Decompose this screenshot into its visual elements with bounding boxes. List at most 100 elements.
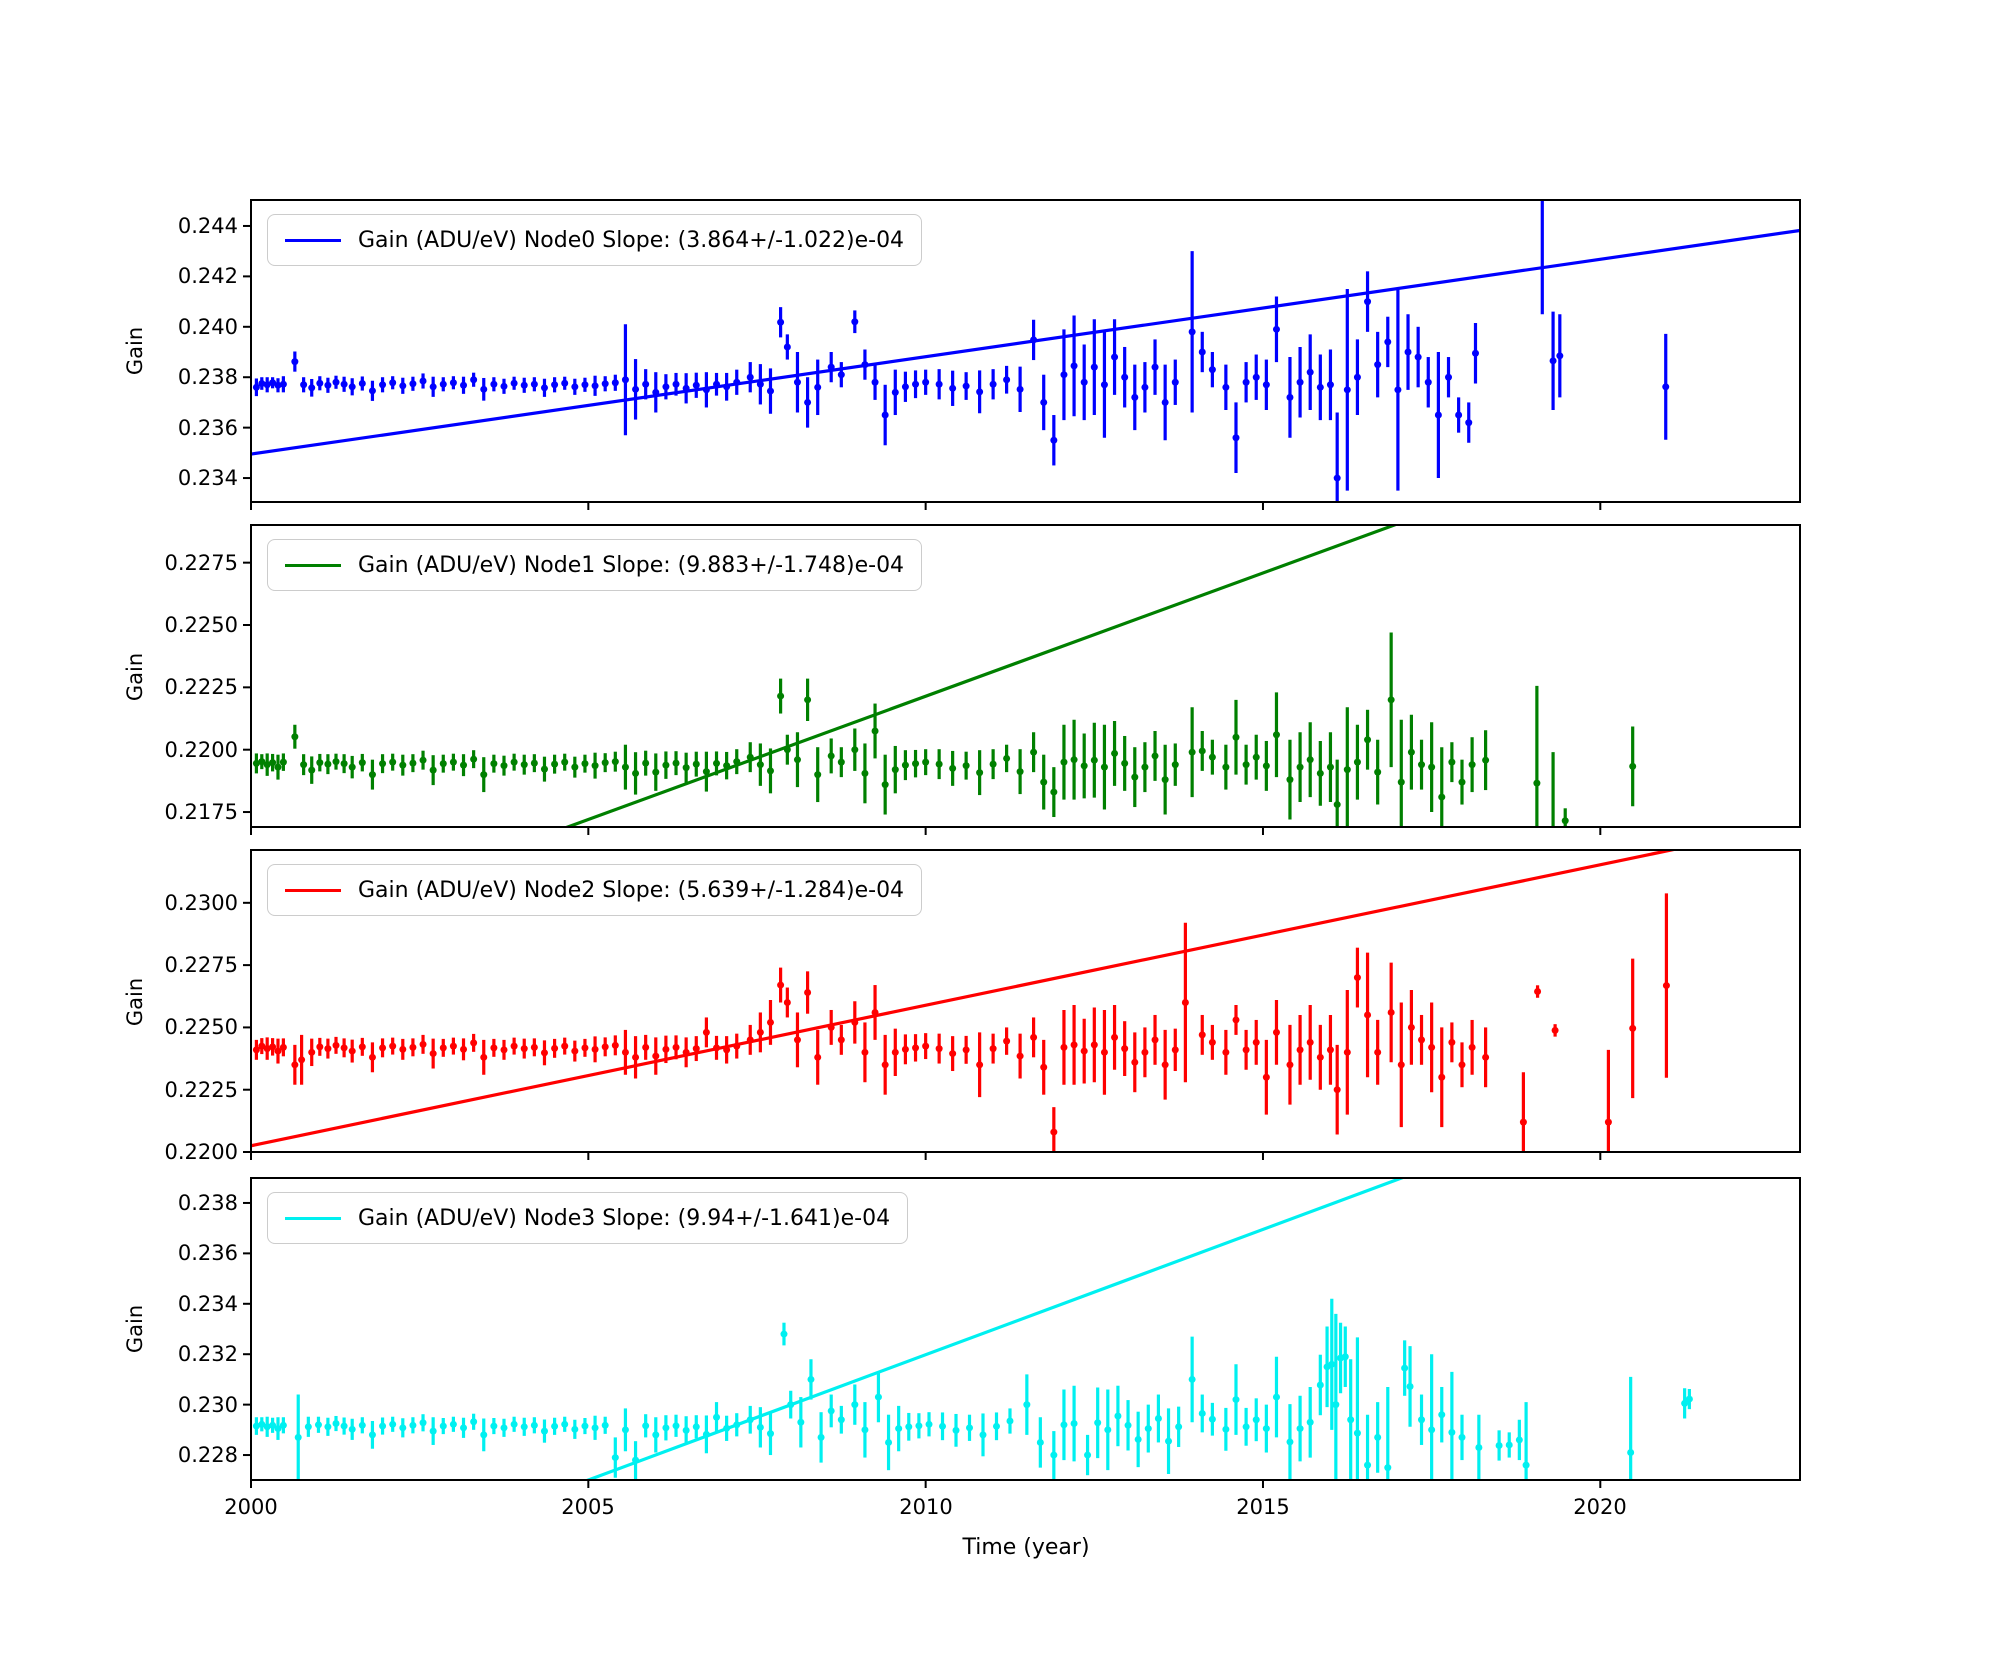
data-point	[540, 1427, 548, 1435]
data-point	[389, 1042, 397, 1050]
data-point	[804, 989, 812, 997]
data-point	[1161, 398, 1169, 406]
data-point	[1114, 1412, 1122, 1420]
legend-line-sample-node2-icon	[285, 888, 341, 892]
data-point	[1662, 982, 1670, 990]
data-point	[952, 1426, 960, 1434]
data-point	[1401, 1364, 1409, 1372]
data-point	[787, 1401, 795, 1409]
data-point	[1016, 1052, 1024, 1060]
data-point	[992, 1422, 1000, 1430]
data-point	[1151, 752, 1159, 760]
data-point	[1222, 763, 1230, 771]
data-point	[1070, 756, 1078, 764]
data-point	[1272, 1393, 1280, 1401]
data-point	[419, 1419, 427, 1427]
data-point	[901, 761, 909, 769]
data-point	[766, 767, 774, 775]
data-point	[912, 380, 920, 388]
data-point	[1629, 1024, 1637, 1032]
data-point	[279, 758, 287, 766]
data-point	[713, 1044, 721, 1052]
data-point	[591, 762, 599, 770]
data-point	[324, 381, 332, 389]
data-point	[1384, 1464, 1392, 1472]
data-point	[861, 1048, 869, 1056]
data-point	[1070, 1041, 1078, 1049]
data-point	[340, 1422, 348, 1430]
data-point	[1262, 381, 1270, 389]
data-point	[316, 1043, 324, 1051]
data-point	[874, 1393, 882, 1401]
data-point	[976, 769, 984, 777]
data-point	[540, 765, 548, 773]
data-point	[1333, 1086, 1341, 1094]
data-point	[1519, 1118, 1527, 1126]
data-point	[571, 383, 579, 391]
data-point	[881, 411, 889, 419]
data-point	[1404, 348, 1412, 356]
data-point	[1232, 434, 1240, 442]
data-point	[682, 1048, 690, 1056]
data-point	[530, 1043, 538, 1051]
data-point	[837, 758, 845, 766]
data-point	[925, 1420, 933, 1428]
data-point	[1272, 1028, 1280, 1036]
data-point	[1242, 378, 1250, 386]
data-point	[332, 378, 340, 386]
data-point	[332, 1041, 340, 1049]
data-point	[449, 1042, 457, 1050]
data-point	[1030, 748, 1038, 756]
series-node0	[251, 185, 1800, 502]
data-point	[901, 383, 909, 391]
data-point	[460, 1424, 468, 1432]
data-point	[269, 379, 277, 387]
data-point	[682, 384, 690, 392]
data-point	[1171, 1046, 1179, 1054]
data-point	[1050, 1128, 1058, 1136]
data-point	[621, 763, 629, 771]
axes-spine-node1	[250, 524, 1801, 828]
legend-line-sample-node3-icon	[285, 1216, 341, 1220]
data-point	[1060, 371, 1068, 379]
data-point	[1198, 1031, 1206, 1039]
data-point	[308, 766, 316, 774]
data-point	[389, 379, 397, 387]
axes-spine-node3	[250, 1177, 1801, 1481]
data-point	[621, 1048, 629, 1056]
data-point	[1050, 788, 1058, 796]
data-point	[1428, 1426, 1436, 1434]
data-point	[1121, 373, 1129, 381]
data-point	[358, 380, 366, 388]
data-point	[1016, 385, 1024, 393]
data-point	[1252, 1416, 1260, 1424]
data-point	[419, 1040, 427, 1048]
data-point	[1468, 1043, 1476, 1051]
data-point	[777, 318, 785, 326]
data-point	[1252, 1038, 1260, 1046]
data-point	[1539, 185, 1546, 192]
data-point	[1326, 1046, 1334, 1054]
data-point	[1332, 1401, 1340, 1409]
data-point	[530, 1421, 538, 1429]
data-point	[861, 769, 869, 777]
data-point	[1316, 1053, 1324, 1061]
data-point	[1316, 383, 1324, 391]
data-point	[642, 1043, 650, 1051]
data-point	[490, 1044, 498, 1052]
data-point	[1060, 1043, 1068, 1051]
data-point	[672, 1422, 680, 1430]
series-node1	[252, 525, 1637, 827]
legend-line-sample-node1-icon	[285, 563, 341, 567]
data-point	[989, 760, 997, 768]
data-point	[1455, 411, 1463, 419]
data-point	[540, 384, 548, 392]
data-point	[571, 763, 579, 771]
data-point	[449, 1420, 457, 1428]
data-point	[905, 1423, 913, 1431]
data-point	[662, 383, 670, 391]
data-point	[510, 1042, 518, 1050]
data-point	[1561, 817, 1569, 825]
data-point	[766, 1018, 774, 1026]
legend-label-node1: Gain (ADU/eV) Node1 Slope: (9.883+/-1.74…	[358, 552, 905, 578]
